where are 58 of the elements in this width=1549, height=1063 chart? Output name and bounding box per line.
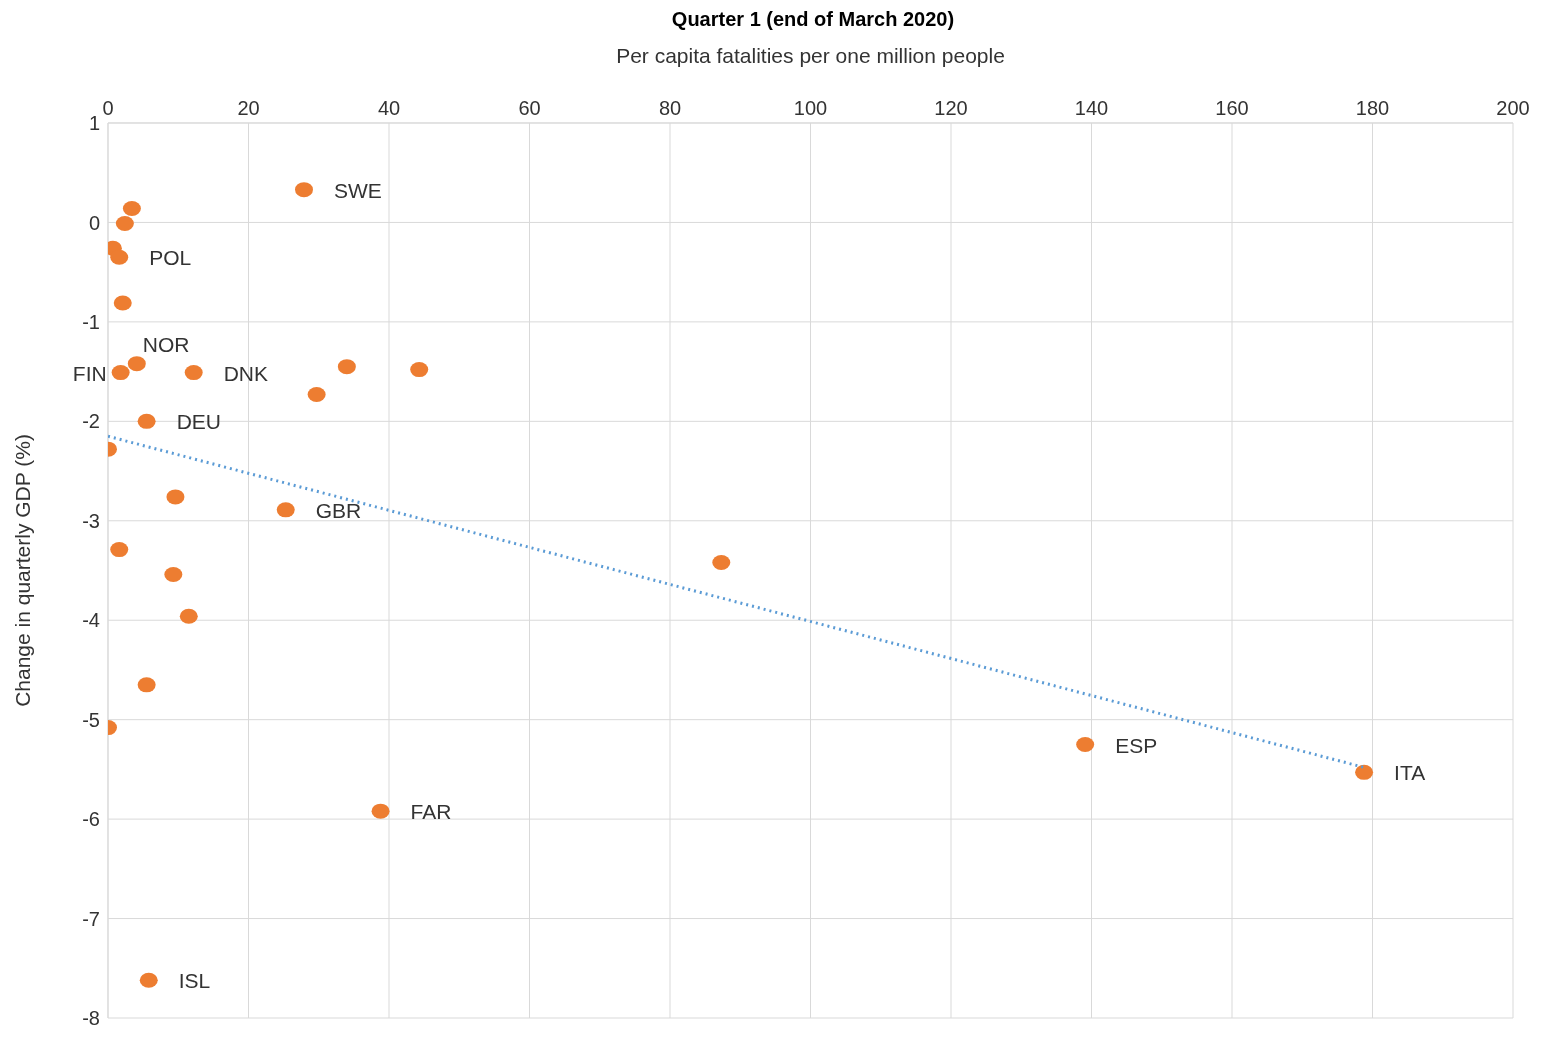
point: [184, 365, 203, 381]
annotation: ISL: [178, 969, 211, 993]
point: [127, 356, 146, 372]
annotation: NOR: [142, 332, 190, 356]
y-tick-label: -2: [82, 410, 100, 433]
annotation: DNK: [223, 361, 269, 385]
x-tick-label: 60: [518, 97, 541, 119]
point: [139, 972, 158, 988]
y-tick-label: -3: [82, 509, 100, 532]
point: [110, 542, 129, 558]
annotation: POL: [149, 246, 192, 270]
x-tick-label: 160: [1215, 97, 1249, 119]
x-axis-title: Per capita fatalities per one million people: [616, 43, 1005, 67]
point: [712, 555, 731, 571]
x-tick-label: 200: [1496, 97, 1530, 119]
point: [295, 182, 313, 198]
y-tick-label: 0: [88, 211, 100, 234]
chart-title: Quarter 1 (end of March 2020): [670, 8, 956, 32]
point: [111, 365, 130, 381]
point: [122, 201, 141, 217]
point: [137, 677, 156, 693]
point: [276, 502, 295, 518]
x-tick-label: 140: [1074, 97, 1109, 119]
point: [115, 215, 134, 231]
x-tick-label: 40: [377, 97, 401, 119]
point: [1076, 737, 1095, 753]
x-tick-label: 20: [237, 97, 260, 119]
x-tick-label: 100: [793, 97, 828, 119]
point: [307, 386, 326, 402]
annotation: ITA: [1394, 761, 1426, 785]
point: [164, 566, 183, 582]
point: [179, 608, 198, 624]
annotation: FIN: [72, 361, 107, 385]
y-tick-label: -1: [82, 310, 100, 333]
y-tick-label: 1: [88, 112, 100, 135]
x-tick-label: 180: [1355, 97, 1390, 119]
point: [166, 489, 185, 505]
point: [337, 359, 356, 375]
y-tick-label: -8: [82, 1007, 100, 1030]
point: [410, 362, 429, 378]
y-tick-label: -7: [82, 907, 100, 930]
x-tick-label: 80: [658, 97, 682, 119]
x-tick-label: 0: [102, 97, 114, 119]
x-tick-label: 120: [934, 97, 968, 119]
y-tick-label: -5: [82, 708, 100, 731]
y-tick-label: -6: [82, 808, 100, 831]
point: [1355, 764, 1374, 780]
annotation: GBR: [315, 498, 362, 522]
y-axis-title: Change in quarterly GDP (%): [11, 434, 35, 707]
annotation: DEU: [176, 410, 221, 434]
annotation: FAR: [410, 800, 452, 824]
annotation: ESP: [1115, 733, 1158, 757]
point: [371, 803, 390, 819]
point: [113, 295, 132, 311]
annotation: SWE: [334, 178, 382, 202]
point: [137, 413, 156, 429]
point: [110, 249, 129, 265]
y-tick-label: -4: [82, 609, 100, 632]
